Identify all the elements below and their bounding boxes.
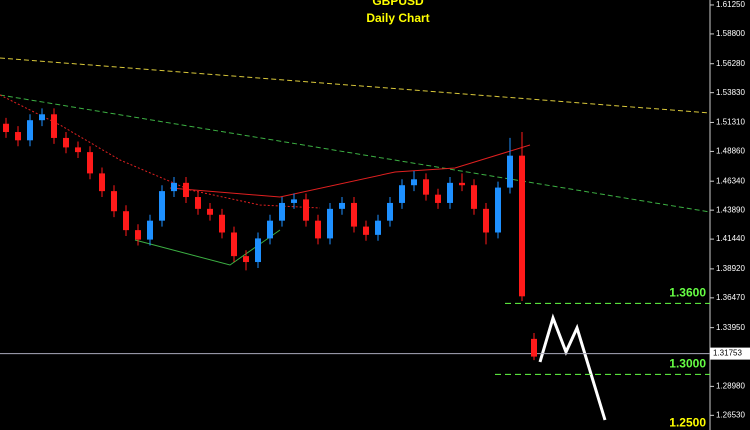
y-tick-label: 1.36470 xyxy=(716,293,745,302)
y-tick-label: 1.46340 xyxy=(716,176,745,185)
candle-body xyxy=(15,132,21,141)
candle-body xyxy=(399,185,405,203)
current-price-label: 1.31753 xyxy=(713,349,742,358)
level-label: 1.3000 xyxy=(669,357,706,371)
y-tick-label: 1.61250 xyxy=(716,0,745,9)
candle-body xyxy=(303,199,309,221)
y-tick-label: 1.51310 xyxy=(716,118,745,127)
candle-body xyxy=(123,211,129,231)
level-label: 1.3600 xyxy=(669,286,706,300)
y-tick-label: 1.56280 xyxy=(716,59,745,68)
candle-body xyxy=(327,208,333,239)
candle-body xyxy=(195,197,201,209)
candle-body xyxy=(3,123,9,133)
candle-body xyxy=(135,230,141,240)
candle-body xyxy=(363,226,369,235)
candle-body xyxy=(519,155,525,297)
candle-body xyxy=(339,202,345,209)
trend-line xyxy=(0,57,711,114)
candle-body xyxy=(375,220,381,235)
candle-body xyxy=(471,185,477,209)
candle-body xyxy=(531,338,537,357)
candle-body xyxy=(183,182,189,198)
candle-body xyxy=(315,220,321,239)
candle-body xyxy=(291,199,297,203)
candle-body xyxy=(267,220,273,239)
candle-body xyxy=(219,214,225,233)
candle-body xyxy=(255,238,261,263)
candle-body xyxy=(483,208,489,233)
candle-body xyxy=(351,202,357,227)
projection-path xyxy=(538,313,607,421)
y-tick-label: 1.48860 xyxy=(716,147,745,156)
candle-body xyxy=(495,187,501,233)
chart-title: GBPUSD xyxy=(372,0,424,8)
y-tick-label: 1.58800 xyxy=(716,29,745,38)
candle-body xyxy=(387,202,393,221)
candle-body xyxy=(27,120,33,141)
candle-body xyxy=(279,202,285,221)
y-tick-label: 1.28980 xyxy=(716,381,745,390)
y-tick-label: 1.33950 xyxy=(716,323,745,332)
candle-body xyxy=(99,173,105,192)
current-price-box xyxy=(710,347,750,360)
candle-body xyxy=(435,194,441,203)
candle-body xyxy=(423,179,429,195)
candle-body xyxy=(171,182,177,192)
candle-body xyxy=(75,147,81,153)
candle-body xyxy=(63,137,69,148)
candle-body xyxy=(147,220,153,240)
candle-body xyxy=(411,179,417,186)
candle-body xyxy=(159,191,165,221)
candle-body xyxy=(459,182,465,186)
y-tick-label: 1.53830 xyxy=(716,88,745,97)
trend-line xyxy=(169,144,531,198)
candle-body xyxy=(231,232,237,257)
y-tick-label: 1.41440 xyxy=(716,234,745,243)
candle-body xyxy=(51,114,57,138)
level-label: 1.2500 xyxy=(669,416,706,430)
chart-subtitle: Daily Chart xyxy=(366,11,429,25)
y-tick-label: 1.38920 xyxy=(716,264,745,273)
trend-line xyxy=(134,229,281,266)
candle-body xyxy=(447,182,453,203)
candle-body xyxy=(39,114,45,121)
candle-body xyxy=(87,152,93,174)
candle-body xyxy=(507,155,513,188)
candle-body xyxy=(111,191,117,212)
y-tick-label: 1.43890 xyxy=(716,205,745,214)
candle-body xyxy=(243,256,249,263)
candle-body xyxy=(207,208,213,215)
y-tick-label: 1.26530 xyxy=(716,410,745,419)
